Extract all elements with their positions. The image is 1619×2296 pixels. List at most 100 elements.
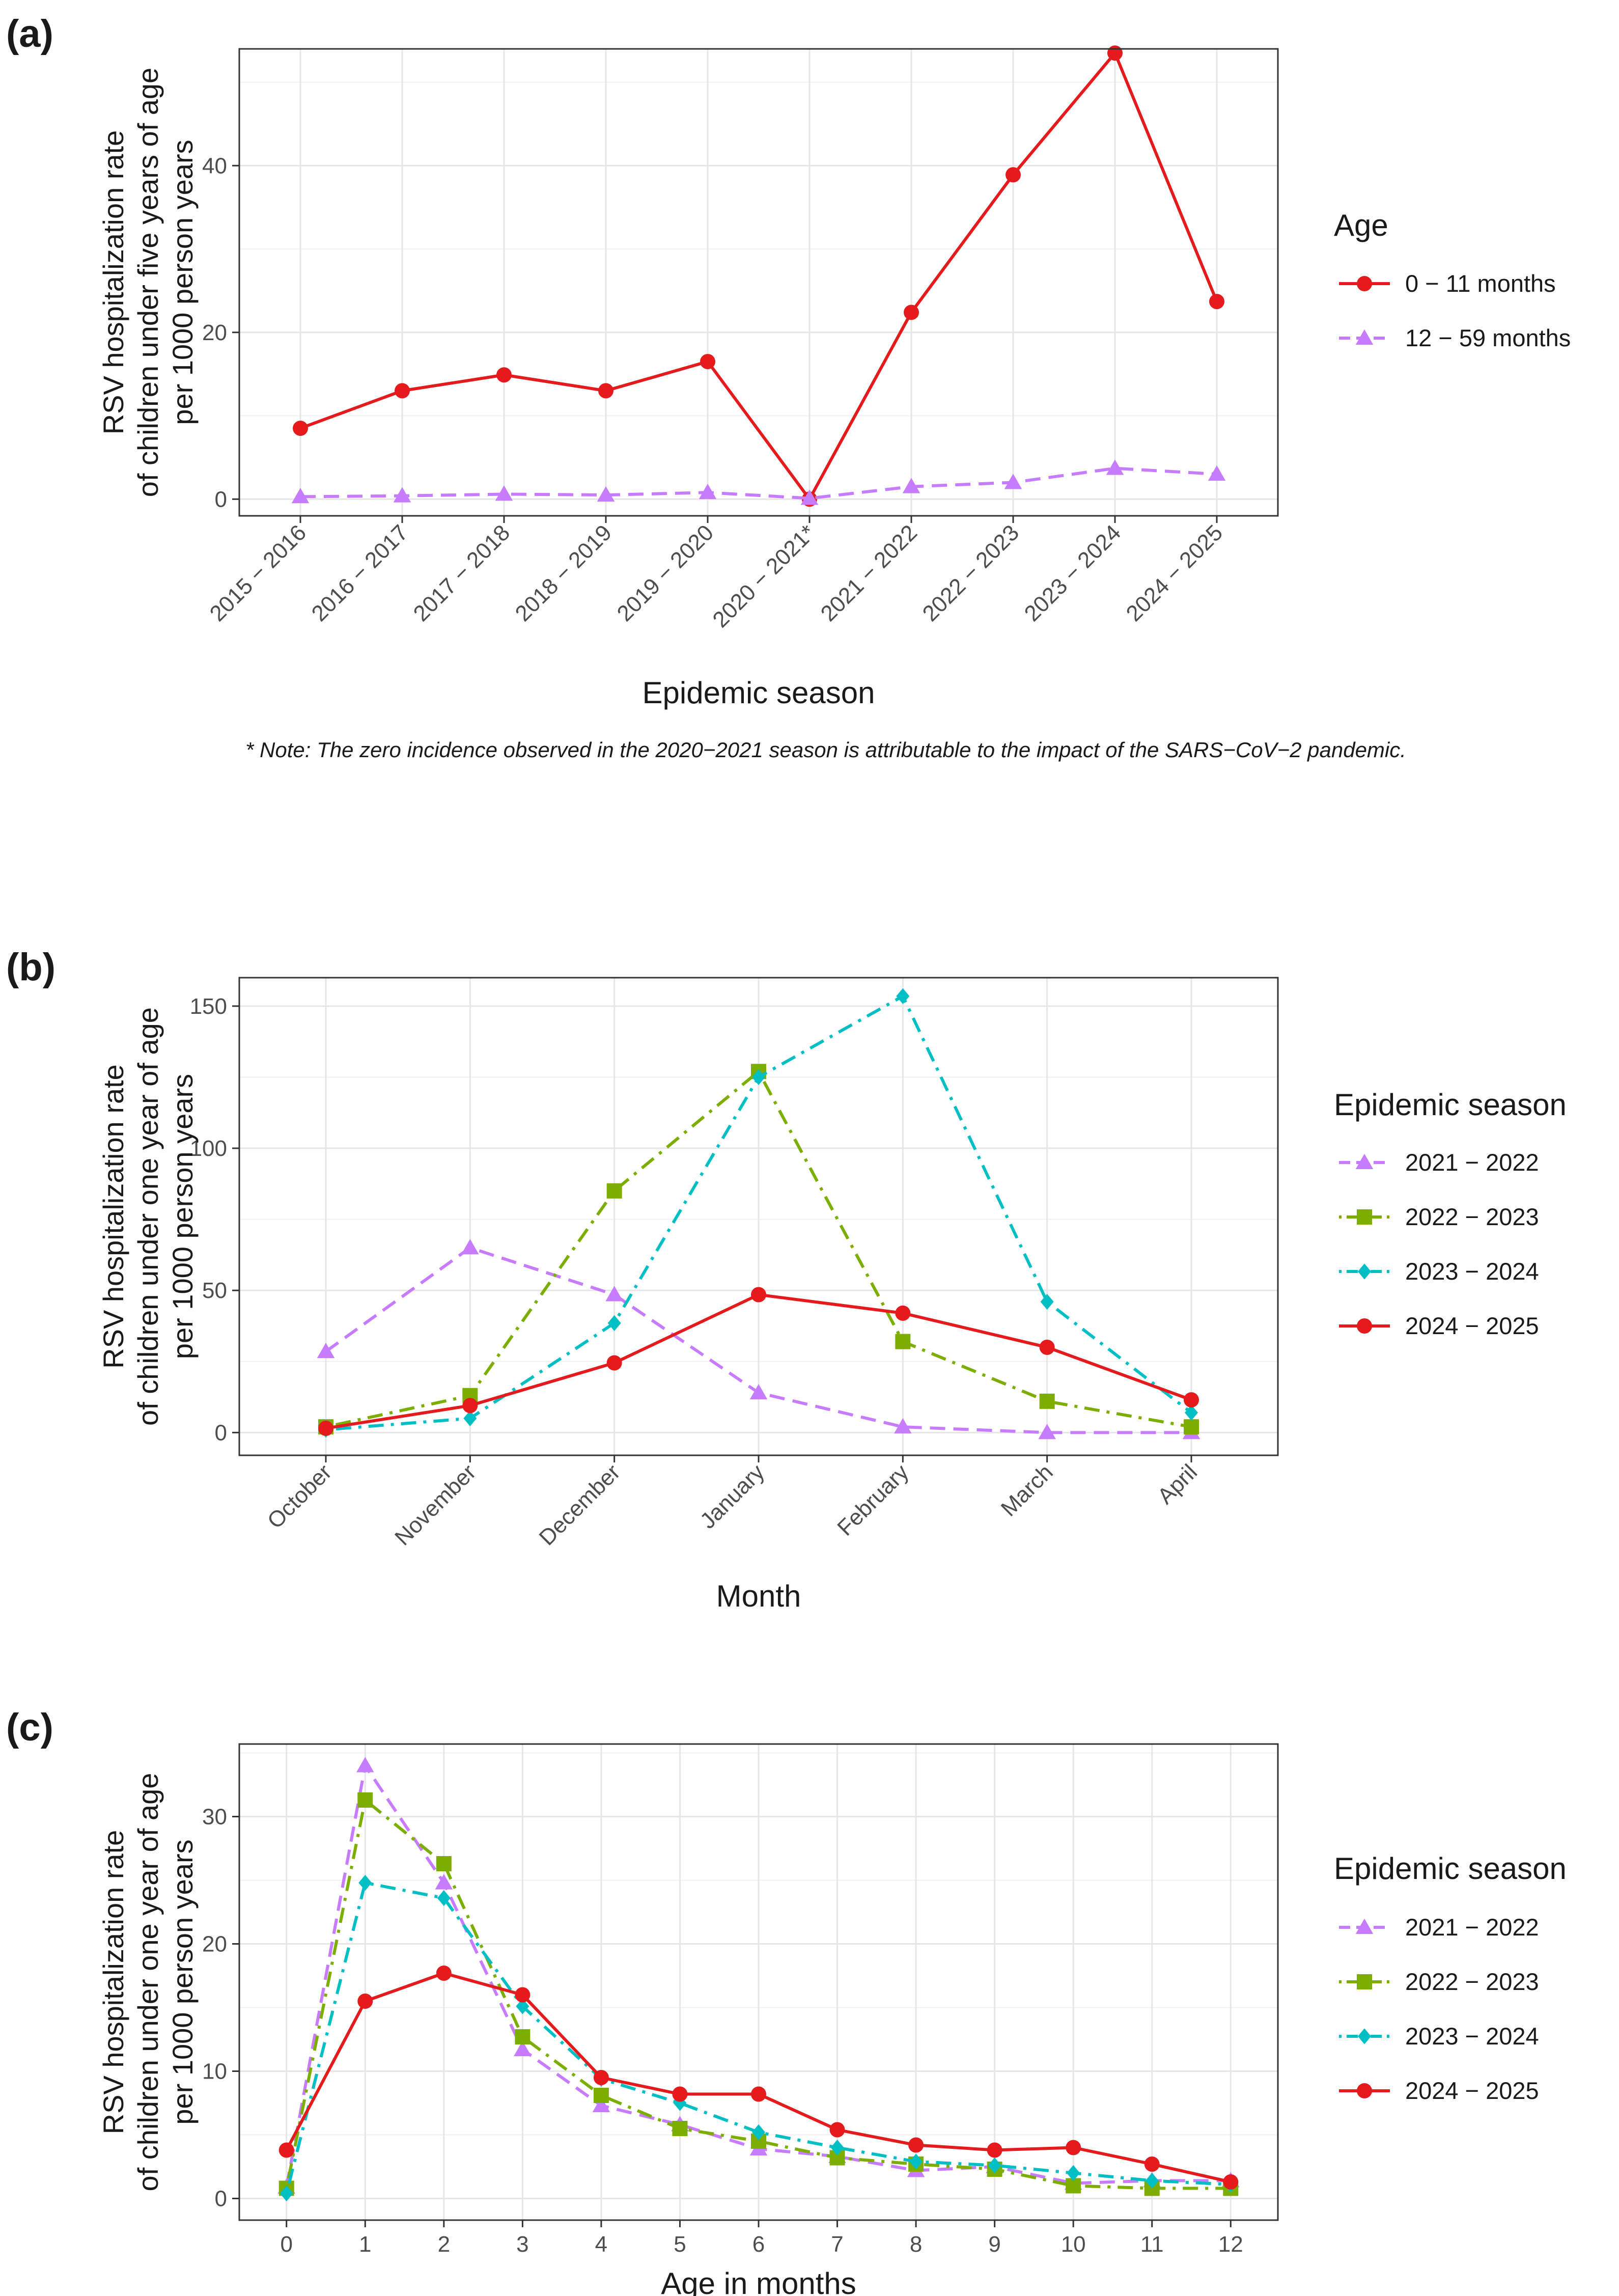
- data-point: [461, 1239, 479, 1255]
- data-point: [393, 487, 411, 503]
- footnote: * Note: The zero incidence observed in t…: [245, 738, 1406, 762]
- y-tick-label: 50: [202, 1278, 227, 1303]
- data-point: [699, 483, 717, 500]
- x-tick-label: 7: [831, 2232, 843, 2257]
- x-tick-label: 1: [359, 2232, 371, 2257]
- data-point: [895, 1305, 911, 1321]
- data-point: [1107, 45, 1123, 61]
- data-point: [278, 2142, 294, 2158]
- data-point: [751, 2134, 766, 2149]
- data-point: [593, 2070, 609, 2085]
- data-point: [1184, 1419, 1199, 1435]
- legend-key-marker: [1357, 1318, 1372, 1334]
- data-point: [496, 367, 512, 383]
- y-tick-label: 20: [202, 1932, 227, 1957]
- x-axis-title: Epidemic season: [643, 676, 875, 710]
- x-tick-label: 11: [1140, 2232, 1164, 2257]
- data-point: [1039, 1393, 1055, 1409]
- data-point: [317, 1342, 335, 1359]
- legend-label: 12 − 59 months: [1405, 324, 1571, 351]
- data-point: [606, 1355, 622, 1371]
- y-axis-title-line: of children under five years of age: [132, 68, 164, 497]
- x-tick-label: 5: [674, 2232, 686, 2257]
- legend-key-marker: [1355, 1153, 1374, 1169]
- data-point: [593, 2088, 609, 2103]
- y-axis-title-line: of children under one year of age: [132, 1007, 164, 1426]
- x-tick-label: 12: [1218, 2232, 1243, 2257]
- data-point: [291, 488, 310, 504]
- data-point: [607, 1315, 621, 1331]
- data-point: [751, 1287, 766, 1303]
- x-tick-label: 8: [910, 2232, 922, 2257]
- data-point: [1144, 2156, 1160, 2172]
- data-point: [752, 2124, 765, 2141]
- y-axis-title-line: RSV hospitalization rate: [97, 1064, 129, 1369]
- y-tick-label: 100: [190, 1136, 227, 1161]
- y-axis-title: RSV hospitalization rateof children unde…: [97, 1773, 199, 2192]
- legend-key-marker: [1357, 2083, 1372, 2098]
- data-point: [515, 2029, 531, 2044]
- y-tick-label: 30: [202, 1805, 227, 1830]
- data-point: [672, 2086, 688, 2102]
- data-point: [462, 1398, 478, 1414]
- legend-label: 2021 − 2022: [1405, 1914, 1539, 1941]
- legend-key-marker: [1358, 1263, 1371, 1280]
- legend-label: 2022 − 2023: [1405, 1968, 1539, 1995]
- data-point: [1208, 465, 1226, 481]
- data-point: [514, 2040, 532, 2056]
- legend-label: 2023 − 2024: [1405, 2023, 1539, 2050]
- data-point: [987, 2142, 1002, 2158]
- x-tick-label: 10: [1061, 2232, 1086, 2257]
- data-point: [700, 354, 715, 370]
- plot-border: [238, 48, 1279, 517]
- data-point: [1038, 1424, 1056, 1440]
- data-point: [463, 1410, 477, 1427]
- data-point: [280, 2185, 293, 2202]
- x-axis-title: Month: [716, 1579, 801, 1613]
- data-point: [605, 1286, 623, 1302]
- y-axis-title-line: RSV hospitalization rate: [97, 1830, 129, 2135]
- legend-label: 2023 − 2024: [1405, 1258, 1539, 1285]
- data-point: [597, 486, 615, 502]
- data-point: [800, 489, 819, 505]
- data-point: [356, 1757, 374, 1773]
- data-point: [435, 1874, 453, 1890]
- y-axis-title-line: per 1000 person years: [166, 140, 199, 425]
- data-point: [894, 1418, 912, 1434]
- series-line-2: [300, 466, 1217, 500]
- x-tick-label: 0: [280, 2232, 292, 2257]
- y-tick-label: 10: [202, 2059, 227, 2084]
- data-point: [516, 1998, 529, 2014]
- data-point: [908, 2137, 924, 2153]
- y-tick-label: 0: [215, 2187, 227, 2211]
- y-tick-label: 0: [215, 487, 227, 512]
- data-point: [829, 2150, 845, 2166]
- data-point: [1184, 1392, 1199, 1408]
- data-point: [1004, 474, 1022, 489]
- data-point: [1039, 1339, 1055, 1355]
- data-point: [1185, 1404, 1198, 1421]
- data-point: [1066, 2178, 1081, 2194]
- y-axis-title-line: of children under one year of age: [132, 1773, 164, 2192]
- data-point: [318, 1420, 333, 1436]
- panel-c-letter: (c): [6, 1706, 53, 1749]
- data-point: [751, 2086, 766, 2102]
- legend-key-marker: [1355, 1918, 1374, 1934]
- legend-key-marker: [1358, 2028, 1371, 2044]
- data-point: [904, 305, 919, 320]
- data-point: [357, 1792, 373, 1808]
- data-point: [749, 1384, 768, 1400]
- data-point: [357, 1994, 373, 2009]
- data-point: [1223, 2174, 1239, 2190]
- legend-key-marker: [1357, 276, 1372, 291]
- y-axis-title: RSV hospitalization rateof children unde…: [97, 68, 199, 497]
- data-point: [592, 2096, 610, 2112]
- data-point: [598, 383, 613, 399]
- data-point: [515, 1987, 531, 2003]
- x-tick-label: 4: [595, 2232, 607, 2257]
- data-point: [752, 1069, 765, 1086]
- legend-label: 2022 − 2023: [1405, 1203, 1539, 1230]
- data-point: [1145, 2172, 1159, 2189]
- data-point: [1067, 2165, 1080, 2181]
